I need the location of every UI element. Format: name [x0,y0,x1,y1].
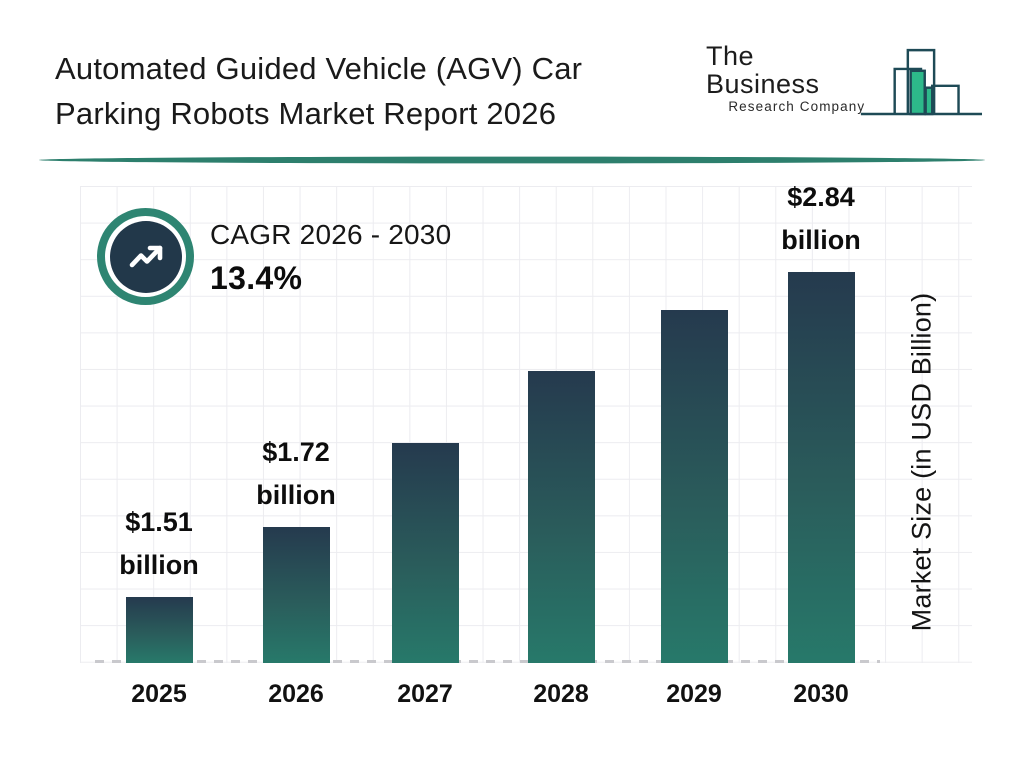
bar-2028 [527,371,595,663]
header-divider [39,156,985,164]
bar-2029 [660,310,728,663]
x-axis-label-2030: 2030 [793,680,849,708]
logo-name: The Business [706,41,820,99]
bar-2027 [391,443,459,663]
bar-2025 [125,597,193,663]
logo-text: The Business Research Company [706,42,865,114]
cagr-text-block: CAGR 2026 - 2030 13.4% [210,219,451,297]
company-logo: The Business Research Company [706,36,986,122]
trending-up-icon [129,245,162,267]
logo-subtitle: Research Company [728,99,866,114]
cagr-badge-inner-ring [105,216,186,297]
x-axis-label-2028: 2028 [533,680,589,708]
cagr-value: 13.4% [210,260,303,296]
bar-value-label-2030: $2.84 billion [781,182,861,255]
x-axis-label-2025: 2025 [131,680,187,708]
bar-value-label-2025: $1.51 billion [119,507,199,580]
y-axis-title: Market Size (in USD Billion) [906,292,937,632]
x-axis-label-2029: 2029 [666,680,722,708]
logo-bar-chart-icon [861,48,983,116]
page-title: Automated Guided Vehicle (AGV) Car Parki… [55,51,583,131]
x-axis-label-2027: 2027 [397,680,453,708]
bar-value-label-2026: $1.72 billion [256,437,336,510]
cagr-range-label: CAGR 2026 - 2030 [210,219,452,250]
x-axis-label-2026: 2026 [268,680,324,708]
bar-2030 [787,272,855,663]
cagr-badge [97,208,194,305]
cagr-badge-core [109,220,182,293]
bar-2026 [262,527,330,663]
x-axis-baseline-dashed [95,660,880,663]
